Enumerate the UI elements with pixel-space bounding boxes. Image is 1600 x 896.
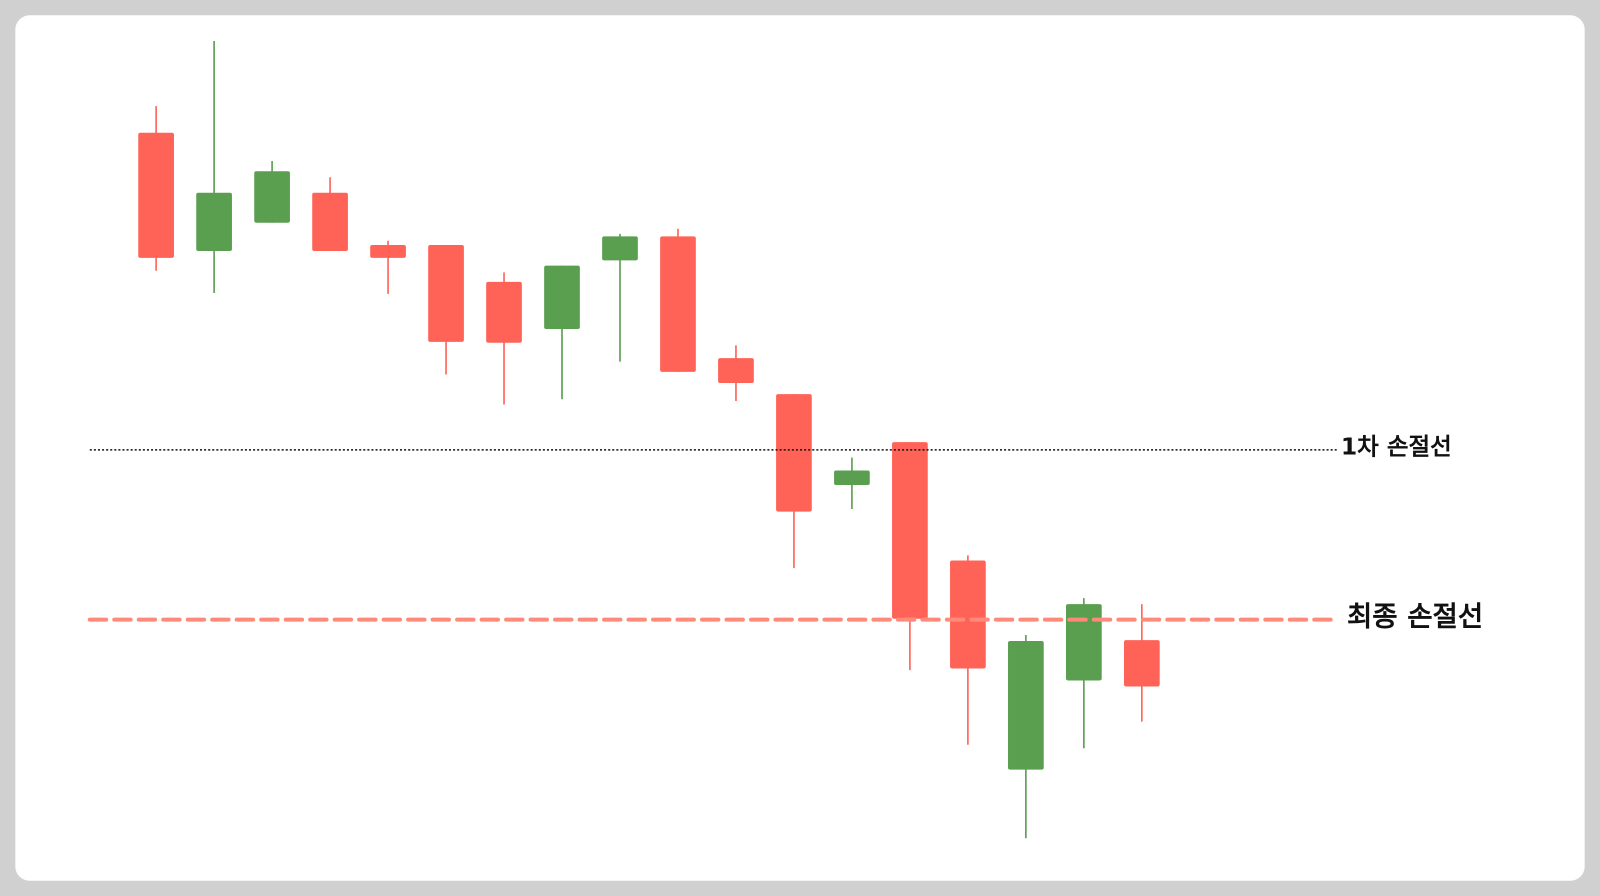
candle-body <box>312 192 348 252</box>
candle-body <box>660 236 696 372</box>
candle-body <box>950 560 986 669</box>
candle-body <box>1008 641 1044 770</box>
candle-body <box>254 171 290 223</box>
candle-body <box>602 236 638 261</box>
candle-body <box>486 281 522 343</box>
candle-body <box>544 265 580 330</box>
candle-body <box>718 358 754 384</box>
candle-body <box>892 442 928 619</box>
candle-body <box>428 245 464 342</box>
candle-body <box>138 132 174 258</box>
candle-body <box>1065 604 1102 681</box>
candle-body <box>196 192 232 252</box>
candle-body <box>370 245 406 258</box>
candle-body <box>834 470 870 486</box>
candle-body <box>1123 640 1160 687</box>
candle-body <box>776 394 812 512</box>
stop-loss-label: 최종 손절선 <box>1347 601 1483 633</box>
stop-loss-label: 1차 손절선 <box>1341 432 1452 460</box>
